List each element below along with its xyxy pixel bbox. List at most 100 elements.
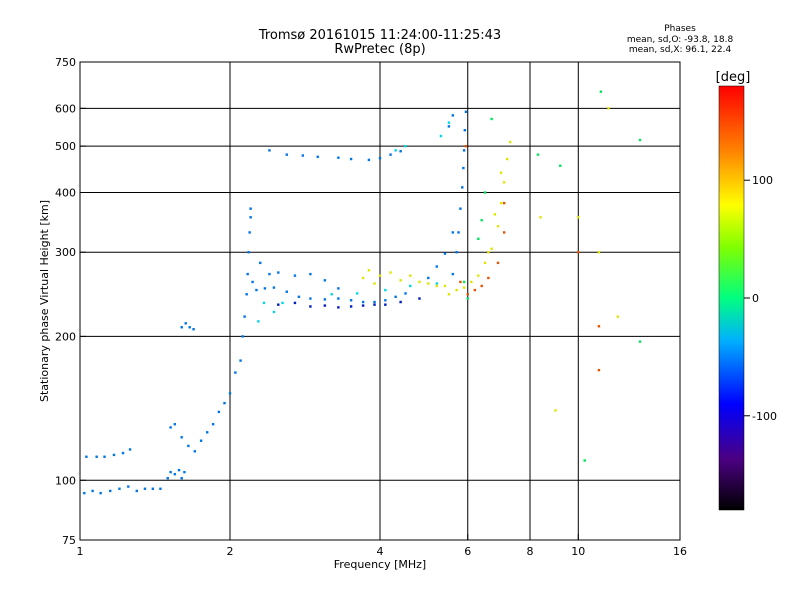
data-point <box>404 144 407 148</box>
data-point <box>418 280 421 284</box>
data-point <box>399 279 402 282</box>
data-point <box>466 293 469 296</box>
data-point <box>211 423 215 426</box>
data-point <box>337 287 340 290</box>
data-point <box>394 295 397 299</box>
data-point <box>502 231 506 234</box>
data-point <box>496 225 500 228</box>
data-point <box>435 265 438 268</box>
data-point <box>447 293 451 296</box>
data-point <box>187 444 190 448</box>
data-point <box>427 276 430 280</box>
data-point <box>247 251 250 254</box>
data-point <box>394 149 397 152</box>
y-axis-label: Stationary phase Virtual Height [km] <box>38 200 51 402</box>
data-point <box>180 326 183 329</box>
phases-o-stats: mean, sd,O: -93.8, 18.8 <box>626 35 734 45</box>
data-point <box>367 269 371 272</box>
data-point <box>539 216 542 219</box>
y-tick-label: 750 <box>55 56 76 69</box>
data-point <box>457 231 460 234</box>
data-point <box>205 431 209 434</box>
data-point <box>451 272 455 276</box>
data-point <box>323 298 327 301</box>
data-point <box>554 409 557 412</box>
x-tick-label: 16 <box>673 545 687 558</box>
data-point <box>193 450 197 453</box>
data-point <box>337 156 340 159</box>
data-point <box>183 470 186 474</box>
data-point <box>470 280 473 284</box>
y-tick-label: 300 <box>55 246 76 259</box>
x-tick-label: 10 <box>571 545 585 558</box>
data-point <box>361 276 365 280</box>
data-point <box>128 448 132 451</box>
data-point <box>143 487 147 490</box>
data-point <box>418 297 421 300</box>
data-point <box>173 423 177 426</box>
data-point <box>249 216 252 219</box>
data-point <box>462 280 466 284</box>
data-point <box>159 487 162 490</box>
data-point <box>461 186 464 189</box>
data-point <box>323 279 327 282</box>
data-point <box>83 491 86 495</box>
data-point <box>251 280 254 284</box>
data-point <box>443 284 447 288</box>
data-point <box>316 155 319 159</box>
x-tick-label: 8 <box>527 545 534 558</box>
data-point <box>361 300 365 304</box>
grid-lines <box>80 62 680 540</box>
data-point <box>95 455 98 458</box>
data-point <box>330 293 333 296</box>
data-point <box>180 436 183 439</box>
data-point <box>483 261 487 265</box>
data-point <box>301 154 305 157</box>
data-point <box>151 487 155 490</box>
data-point <box>373 303 376 306</box>
data-point <box>638 138 642 142</box>
data-point <box>103 455 106 458</box>
colorbar-tick-label: -100 <box>752 410 777 423</box>
data-point <box>597 251 601 254</box>
data-point <box>463 128 467 132</box>
data-point <box>447 121 451 124</box>
data-point <box>121 451 125 455</box>
data-point <box>239 359 242 362</box>
x-tick-label: 4 <box>377 545 384 558</box>
data-point <box>349 299 353 302</box>
data-point <box>243 315 246 318</box>
data-point <box>462 166 465 170</box>
data-point <box>309 297 312 300</box>
data-point <box>435 284 438 288</box>
data-point <box>505 157 509 161</box>
data-point <box>367 158 371 162</box>
data-point <box>439 134 443 138</box>
data-point <box>464 144 468 148</box>
data-point <box>404 292 407 295</box>
data-point <box>199 439 203 442</box>
data-point <box>166 477 169 480</box>
x-tick-label: 6 <box>464 545 471 558</box>
data-point <box>184 322 187 325</box>
data-point <box>180 477 183 480</box>
chart-title: Tromsø 20161015 11:24:00-11:25:43 <box>258 28 502 43</box>
data-point <box>455 251 458 254</box>
data-point <box>389 153 392 156</box>
data-point <box>85 455 88 458</box>
data-point <box>245 293 248 296</box>
data-point <box>462 149 466 152</box>
phases-x-stats: mean, sd,X: 96.1, 22.4 <box>628 45 732 55</box>
colorbar-ticks: 100 0 -100 <box>744 174 777 423</box>
data-point <box>378 274 382 277</box>
data-point <box>477 274 480 277</box>
data-point <box>277 271 280 274</box>
data-point <box>477 237 480 241</box>
data-point <box>464 110 468 114</box>
data-point <box>487 276 490 280</box>
data-point <box>91 489 94 493</box>
data-point <box>177 468 181 472</box>
data-point <box>493 213 497 216</box>
data-point <box>443 252 447 255</box>
data-point <box>490 117 493 121</box>
